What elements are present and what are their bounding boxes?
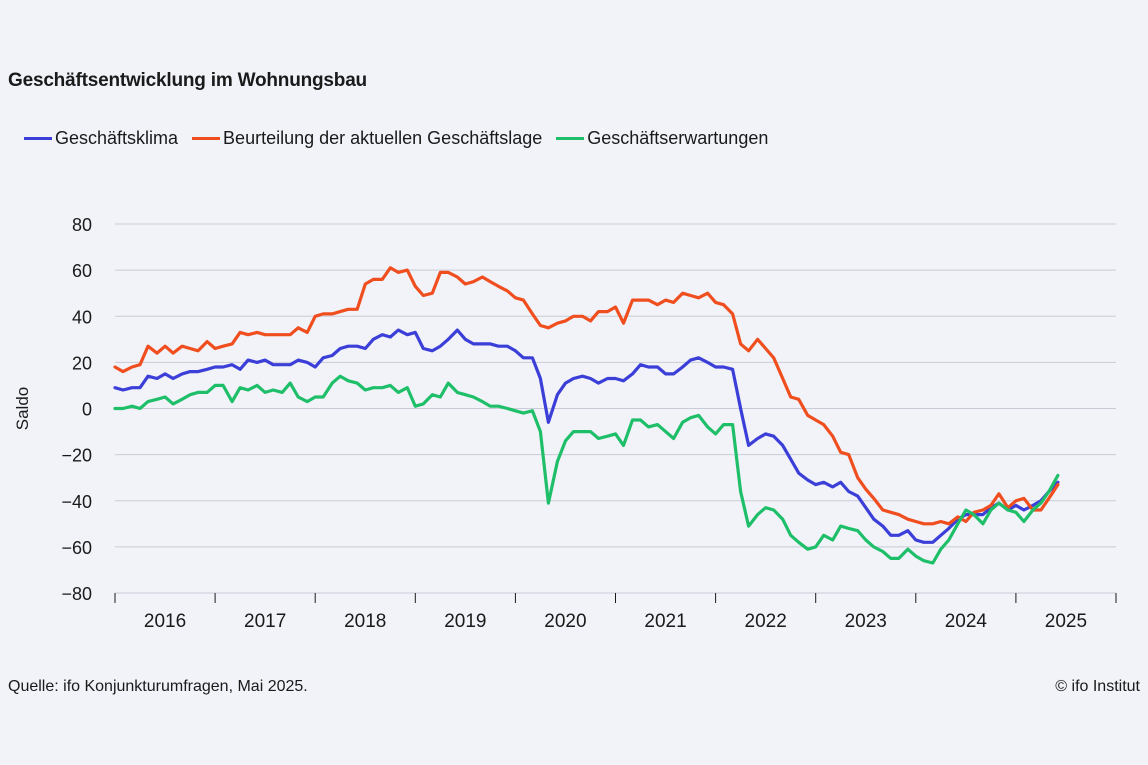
series-line-3 <box>113 374 1060 565</box>
y-tick-label: 20 <box>72 353 92 373</box>
source-note: Quelle: ifo Konjunkturumfragen, Mai 2025… <box>8 678 308 695</box>
x-tick-label: 2024 <box>945 611 988 632</box>
legend-swatch-geschaeftslage <box>192 137 221 140</box>
legend-item-geschaeftsklima: Geschäftsklima <box>24 128 178 149</box>
x-tick-label: 2016 <box>144 611 186 632</box>
y-axis-title: Saldo <box>13 387 32 430</box>
legend-swatch-geschaeftserwartungen <box>556 137 585 140</box>
y-tick-label: 60 <box>72 261 92 281</box>
x-tick-label: 2020 <box>544 611 586 632</box>
y-tick-label: −40 <box>61 492 92 512</box>
y-tick-label: 80 <box>72 215 92 235</box>
y-tick-label: −80 <box>61 584 92 604</box>
x-tick-label: 2023 <box>845 611 887 632</box>
y-tick-label: −20 <box>61 446 92 466</box>
x-tick-label: 2018 <box>344 611 386 632</box>
legend-label-geschaeftserwartungen: Geschäftserwartungen <box>587 128 769 148</box>
legend-item-geschaeftslage: Beurteilung der aktuellen Geschäftslage <box>192 128 542 149</box>
x-tick-label: 2022 <box>745 611 787 632</box>
x-tick-label: 2017 <box>244 611 286 632</box>
chart-legend: Geschäftsklima Beurteilung der aktuellen… <box>24 128 782 149</box>
legend-swatch-geschaeftsklima <box>24 137 52 140</box>
y-tick-label: 40 <box>72 307 92 327</box>
x-tick-label: 2019 <box>444 611 486 632</box>
x-tick-label: 2021 <box>644 611 686 632</box>
x-tick-label: 2025 <box>1045 611 1087 632</box>
legend-label-geschaeftsklima: Geschäftsklima <box>55 128 179 148</box>
y-tick-label: −60 <box>61 538 92 558</box>
series-line-2 <box>113 266 1060 526</box>
legend-label-geschaeftslage: Beurteilung der aktuellen Geschäftslage <box>223 128 543 148</box>
chart-title: Geschäftsentwicklung im Wohnungsbau <box>8 70 367 91</box>
series-line-1 <box>113 328 1060 544</box>
legend-item-geschaeftserwartungen: Geschäftserwartungen <box>556 128 768 149</box>
copyright-note: © ifo Institut <box>1055 678 1140 695</box>
y-tick-label: 0 <box>82 400 92 420</box>
